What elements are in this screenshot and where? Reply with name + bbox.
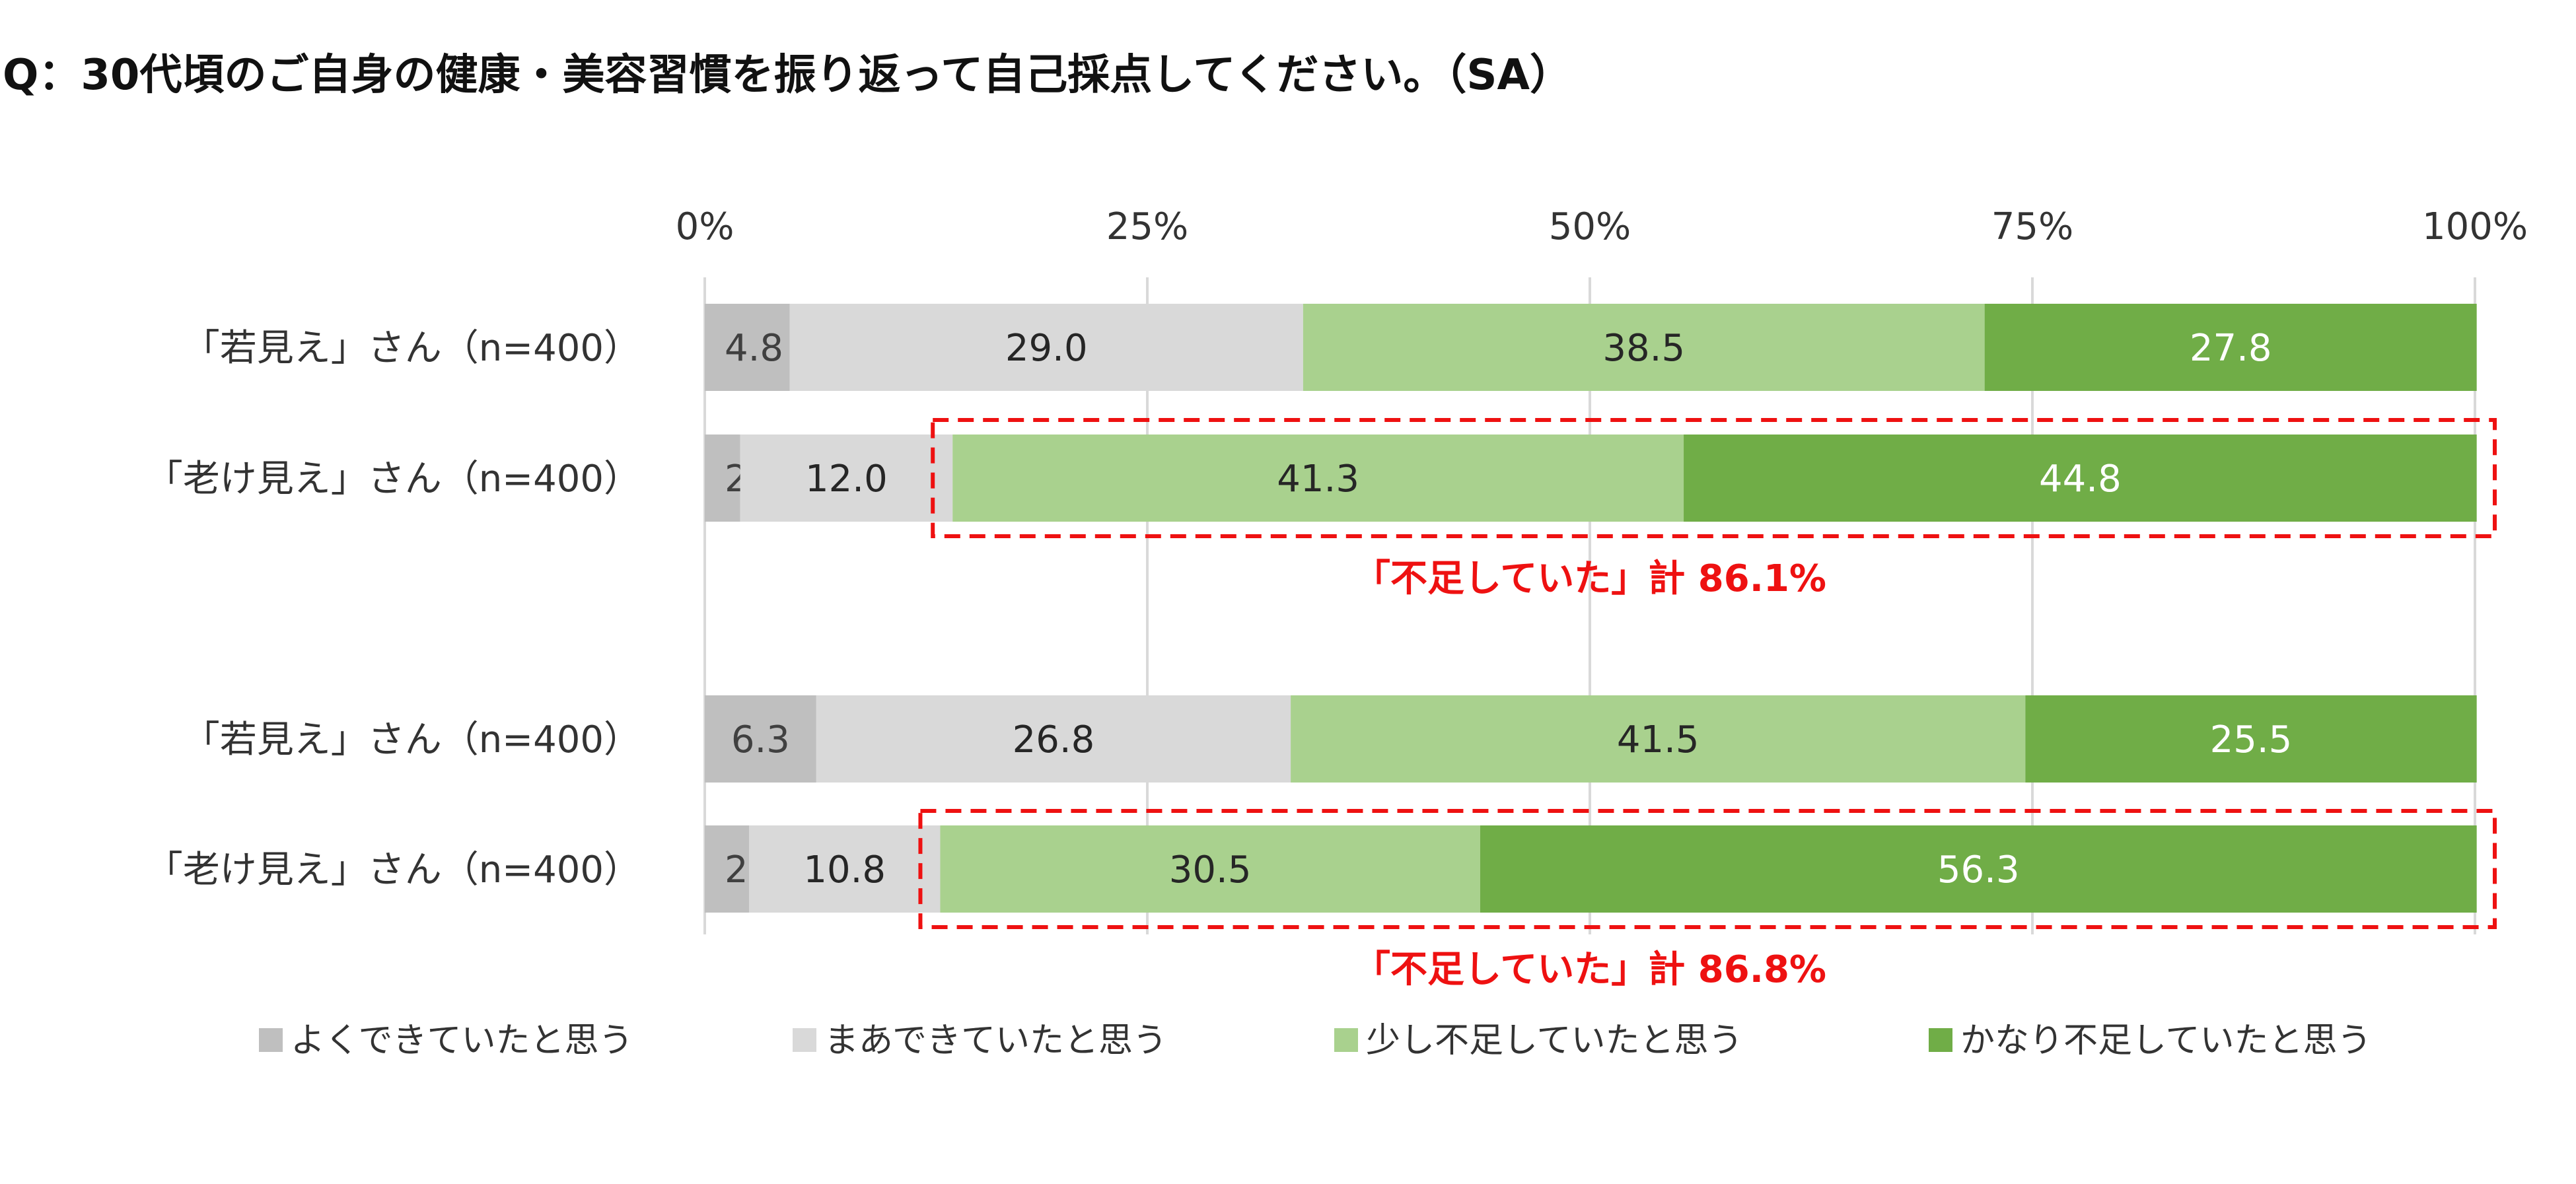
data-label: 10.8 xyxy=(803,849,886,891)
data-label: 44.8 xyxy=(2039,458,2122,501)
x-tick-label: 0% xyxy=(676,205,734,248)
x-axis-ticks: 0% 25% 50% 75% 100% xyxy=(676,205,2528,248)
category-label: 「老け見え」さん（n=400） xyxy=(146,458,641,501)
legend-label: よくできていたと思う xyxy=(291,1021,633,1061)
annotation-box xyxy=(931,418,2497,538)
data-label: 29.0 xyxy=(1005,327,1088,370)
legend: よくできていたと思う まあできていたと思う 少し不足していたと思う かなり不足していた… xyxy=(259,1021,2371,1061)
data-label: 30.5 xyxy=(1169,849,1252,891)
data-label: 27.8 xyxy=(2190,327,2272,370)
bar-segment xyxy=(2025,695,2477,783)
bar-segment xyxy=(940,825,1480,913)
category-label: 「若見え」さん（n=400） xyxy=(183,718,641,761)
bar-segment xyxy=(749,825,941,913)
data-label: 4.8 xyxy=(725,327,783,370)
x-tick-label: 25% xyxy=(1106,205,1188,248)
bar-segment xyxy=(740,435,953,522)
annotation-box xyxy=(918,809,2497,929)
legend-swatch xyxy=(259,1028,283,1052)
data-label: 25.5 xyxy=(2210,718,2293,761)
bar-segment xyxy=(705,435,740,522)
legend-label: まあできていたと思う xyxy=(824,1021,1167,1061)
data-label: 6.3 xyxy=(731,718,790,761)
x-tick-label: 100% xyxy=(2422,205,2528,248)
category-label: 「若見え」さん（n=400） xyxy=(183,327,641,370)
legend-label: 少し不足していたと思う xyxy=(1366,1021,1742,1061)
bar-segment xyxy=(789,304,1303,391)
bar-segment xyxy=(1291,695,2026,783)
bar-segment xyxy=(1303,304,1985,391)
bar-segment xyxy=(705,304,790,391)
bar-segment xyxy=(705,695,816,783)
legend-swatch xyxy=(1334,1028,1358,1052)
x-tick-label: 75% xyxy=(1991,205,2073,248)
legend-swatch xyxy=(1929,1028,1952,1052)
data-label: 41.3 xyxy=(1277,458,1359,501)
annotation-text: 「不足していた」計 86.1% xyxy=(1353,557,1826,600)
bar-segment xyxy=(1480,825,2477,913)
data-label: 56.3 xyxy=(1937,849,2020,891)
annotation-text: 「不足していた」計 86.8% xyxy=(1353,948,1826,991)
legend-swatch xyxy=(793,1028,816,1052)
bar-segment xyxy=(1984,304,2477,391)
category-label: 「老け見え」さん（n=400） xyxy=(146,849,641,891)
bar-segment xyxy=(1684,435,2477,522)
data-label: 12.0 xyxy=(805,458,888,501)
bar-segment xyxy=(952,435,1684,522)
bars: 「若見え」さん（n=400） 4.8 29.0 38.5 27.8 「老け見え」さん（n=… xyxy=(146,304,2477,913)
x-tick-label: 50% xyxy=(1549,205,1631,248)
bar-segment xyxy=(816,695,1291,783)
data-label: 38.5 xyxy=(1602,327,1685,370)
chart-title: Q：30代頃のご自身の健康・美容習慣を振り返って自己採点してください。（SA） xyxy=(3,51,1572,100)
annotations: 「不足していた」計 86.1% 「不足していた」計 86.8% xyxy=(918,418,2497,991)
legend-label: かなり不足していたと思う xyxy=(1960,1021,2371,1061)
bar-segment xyxy=(705,825,749,913)
data-label: 26.8 xyxy=(1013,718,1095,761)
data-label: 41.5 xyxy=(1617,718,1699,761)
